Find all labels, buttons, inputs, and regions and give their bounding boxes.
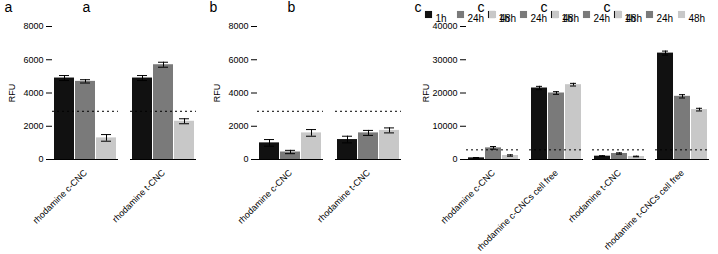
svg-text:4000: 4000 <box>228 88 248 98</box>
svg-text:48h: 48h <box>626 13 643 24</box>
svg-text:2000: 2000 <box>228 121 248 131</box>
svg-text:rhodamine t-CNC: rhodamine t-CNC <box>566 167 623 224</box>
svg-text:rhodamine t-CNC: rhodamine t-CNC <box>315 167 372 224</box>
svg-text:0: 0 <box>38 154 43 164</box>
svg-text:1h: 1h <box>436 13 447 24</box>
svg-text:rhodamine c-CNCs cell free: rhodamine c-CNCs cell free <box>475 168 560 253</box>
svg-text:48h: 48h <box>563 13 580 24</box>
svg-text:0: 0 <box>243 154 248 164</box>
svg-text:20000: 20000 <box>432 88 457 98</box>
svg-text:8000: 8000 <box>23 21 43 31</box>
svg-text:24h: 24h <box>531 13 548 24</box>
svg-text:a: a <box>83 0 91 15</box>
svg-text:24h: 24h <box>468 13 485 24</box>
svg-text:10000: 10000 <box>432 121 457 131</box>
svg-text:b: b <box>288 0 296 15</box>
svg-text:RFU: RFU <box>212 84 222 103</box>
svg-text:40000: 40000 <box>432 21 458 32</box>
svg-text:4000: 4000 <box>23 88 43 98</box>
svg-text:rhodamine c-CNC: rhodamine c-CNC <box>439 167 497 225</box>
svg-text:a: a <box>5 0 13 15</box>
svg-text:RFU: RFU <box>421 84 431 103</box>
svg-text:24h: 24h <box>594 13 611 24</box>
svg-text:0: 0 <box>452 154 457 164</box>
svg-text:rhodamine t-CNC: rhodamine t-CNC <box>110 167 167 224</box>
svg-text:RFU: RFU <box>7 84 17 103</box>
svg-text:24h: 24h <box>657 13 674 24</box>
svg-text:b: b <box>210 0 218 15</box>
svg-text:rhodamine c-CNC: rhodamine c-CNC <box>31 167 89 225</box>
svg-text:48h: 48h <box>500 13 517 24</box>
svg-text:rhodamine t-CNCs cell free: rhodamine t-CNCs cell free <box>602 168 686 252</box>
svg-text:2000: 2000 <box>23 121 43 131</box>
svg-text:6000: 6000 <box>23 55 43 65</box>
svg-text:8000: 8000 <box>228 21 248 31</box>
svg-text:rhodamine c-CNC: rhodamine c-CNC <box>236 167 294 225</box>
svg-text:48h: 48h <box>689 13 706 24</box>
svg-text:c: c <box>415 0 422 15</box>
svg-text:30000: 30000 <box>432 55 457 65</box>
svg-text:6000: 6000 <box>228 55 248 65</box>
